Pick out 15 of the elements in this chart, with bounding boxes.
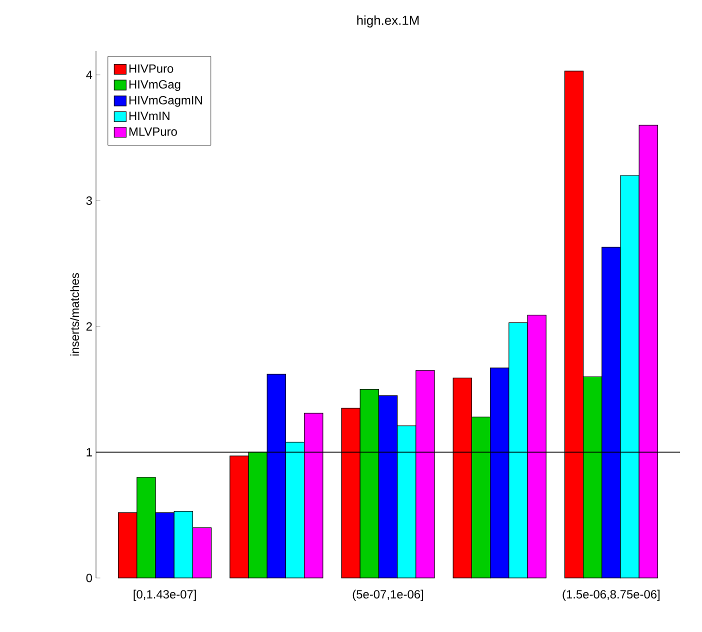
y-tick-label: 3: [86, 196, 92, 205]
legend-label: MLVPuro: [129, 128, 177, 136]
legend-label: HIVmIN: [129, 112, 170, 120]
y-tick-label: 4: [86, 70, 92, 79]
legend-label: HIVmGag: [129, 80, 180, 91]
legend-label: HIVmGagmIN: [129, 96, 202, 107]
x-tick-label: [0,1.43e-07]: [134, 590, 196, 601]
x-tick-label: (5e-07,1e-06]: [352, 590, 424, 601]
chart-title: high.ex.1M: [357, 15, 419, 28]
y-axis-title: inserts/matches: [70, 273, 79, 356]
y-tick-label: 0: [86, 574, 92, 582]
y-tick-label: 2: [86, 322, 92, 331]
y-tick-label: 1: [86, 448, 92, 456]
x-tick-label: (1.5e-06,8.75e-06]: [562, 590, 660, 601]
legend-label: HIVPuro: [129, 64, 174, 73]
